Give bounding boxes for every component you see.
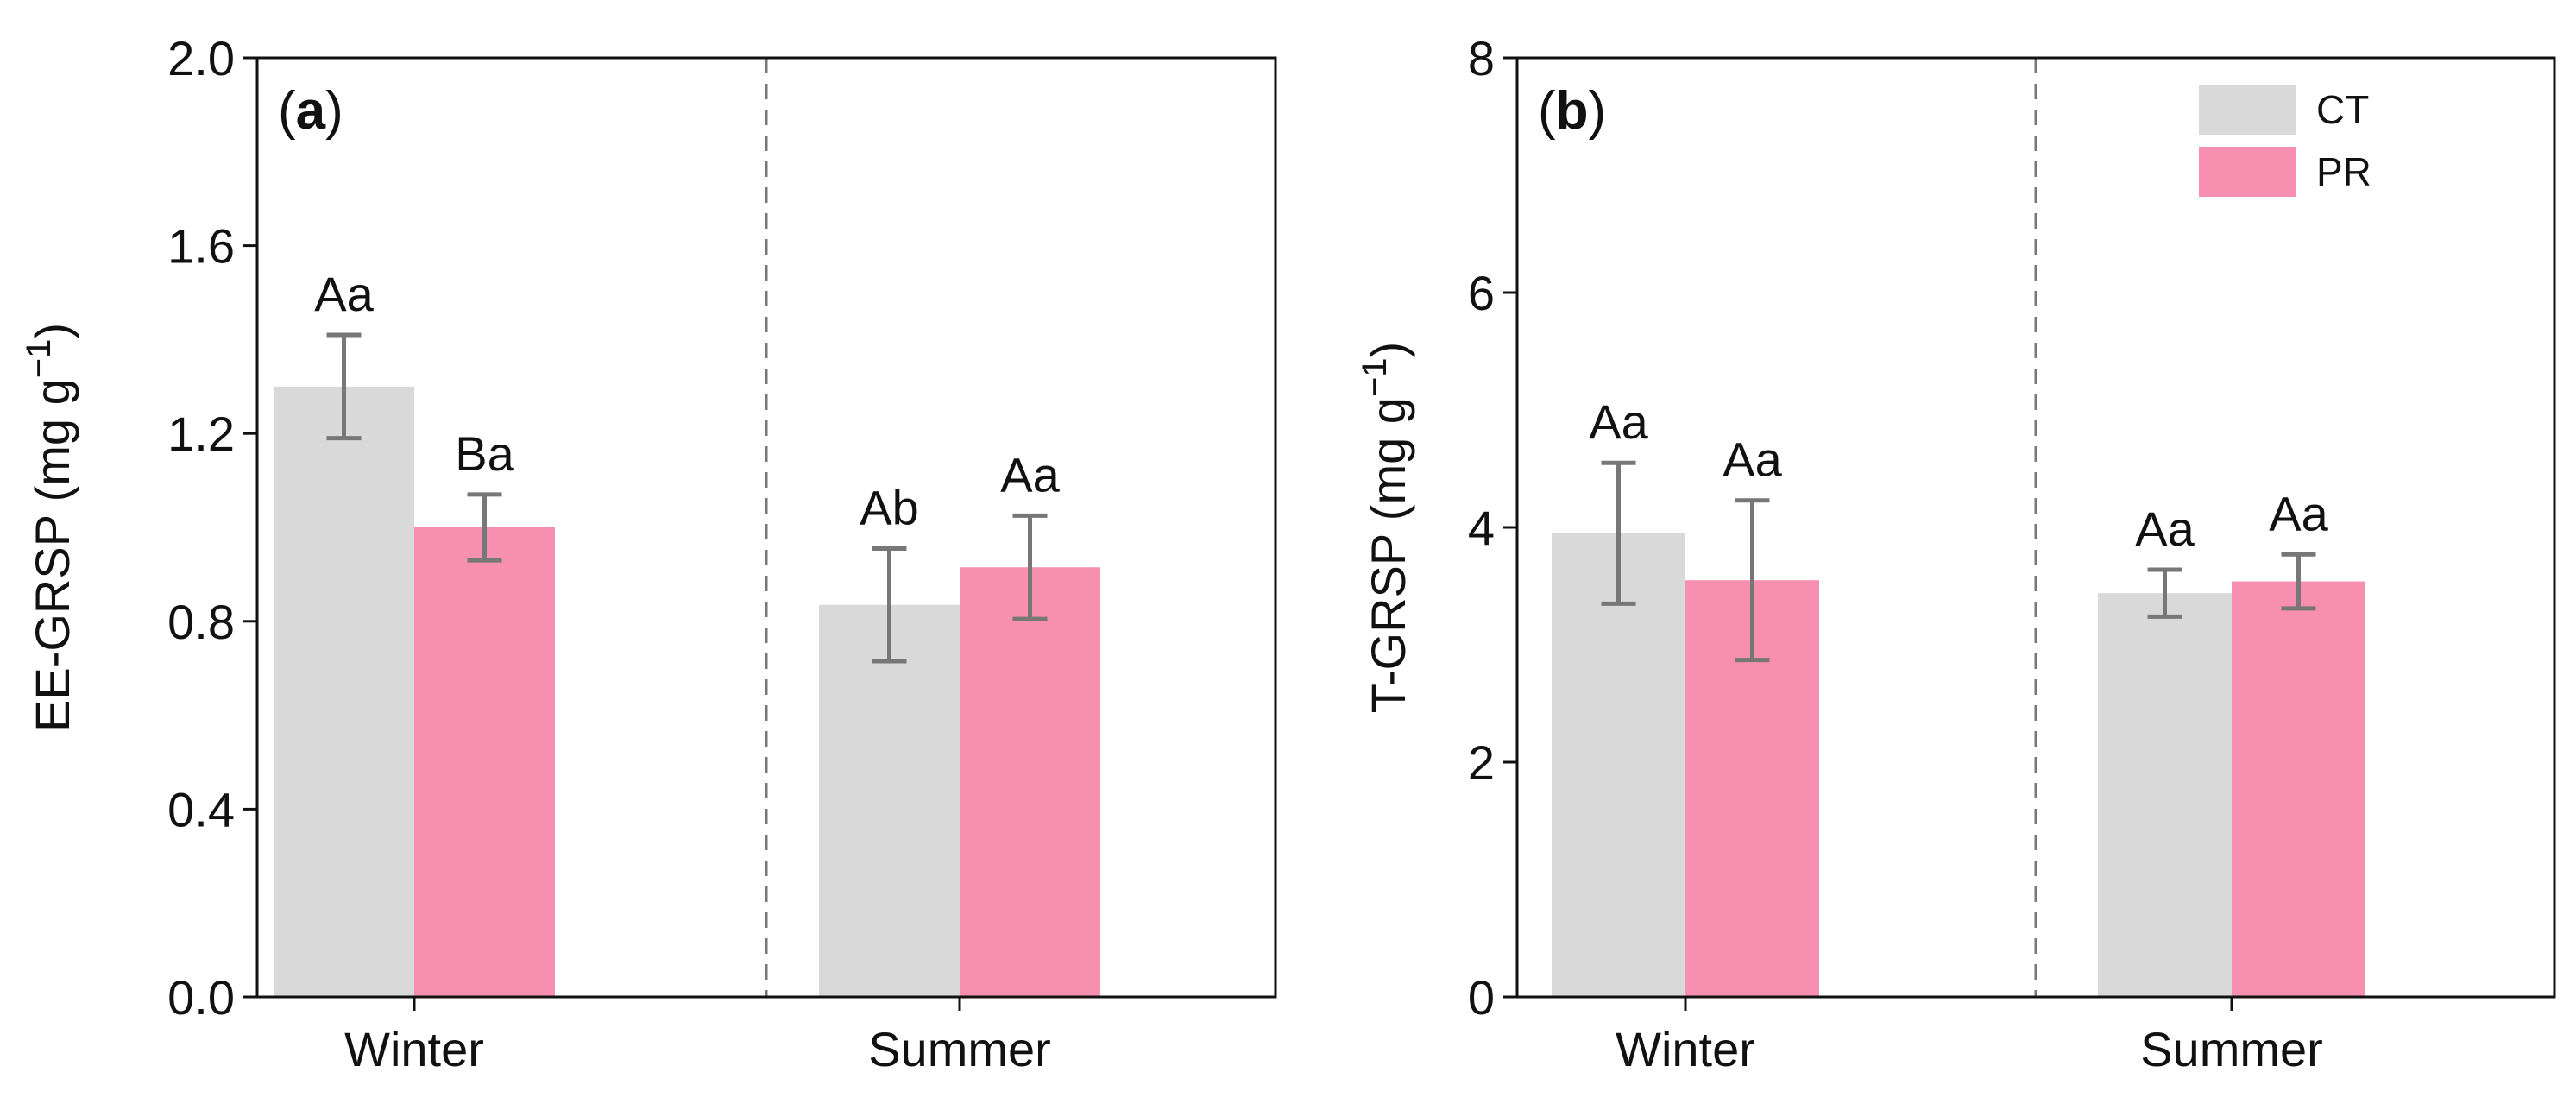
y-axis-label: T-GRSP (mg g−1) [1356, 342, 1415, 713]
y-tick-label: 0.4 [167, 782, 235, 836]
panel-label: (b) [1538, 81, 1606, 141]
legend: CT PR [2199, 85, 2371, 197]
significance-label: Aa [1589, 394, 1648, 449]
y-tick-label: 4 [1468, 501, 1495, 555]
bar-ct-summer [2098, 593, 2232, 997]
y-tick-label: 0.8 [167, 595, 235, 649]
x-tick-label-winter: Winter [1616, 1022, 1755, 1076]
y-tick-label: 8 [1468, 31, 1495, 85]
y-tick-label: 1.6 [167, 219, 235, 274]
significance-label: Aa [1723, 432, 1782, 487]
y-tick-label: 1.2 [167, 407, 235, 461]
significance-label: Ab [860, 480, 919, 534]
x-tick-label-summer: Summer [868, 1022, 1051, 1076]
x-tick-label-summer: Summer [2140, 1022, 2323, 1076]
y-tick-label: 6 [1468, 266, 1495, 320]
bar-ct-summer [819, 604, 960, 997]
y-tick-label: 2.0 [167, 31, 235, 85]
significance-label: Ba [455, 426, 514, 481]
significance-label: Aa [314, 267, 374, 321]
legend-label-pr: PR [2316, 149, 2371, 194]
bar-ct-winter [274, 386, 414, 997]
bar-pr-summer [2232, 581, 2365, 997]
chart-panel-a: Aa Ab Ba Aa 0.0 0.4 0.8 1.2 1.6 2.0 Winter Summer (a… [20, 31, 1277, 1076]
legend-label-ct: CT [2316, 87, 2369, 132]
significance-label: Aa [2135, 502, 2195, 556]
panel-label: (a) [278, 81, 343, 141]
significance-label: Aa [1000, 447, 1060, 502]
y-tick-label: 0 [1468, 970, 1495, 1025]
y-tick-label: 2 [1468, 735, 1495, 790]
chart-panel-b: Aa Aa Aa Aa 0 2 4 6 8 Winter Summer (b) T-GRSP (mg g… [1356, 31, 2556, 1076]
significance-label: Aa [2269, 486, 2328, 540]
legend-swatch-pr [2199, 147, 2296, 197]
bar-pr-summer [960, 567, 1100, 997]
plot-frame [255, 56, 1277, 999]
legend-swatch-ct [2199, 85, 2296, 135]
bar-ct-winter [1552, 533, 1685, 997]
y-axis-label: EE-GRSP (mg g−1) [20, 323, 79, 732]
bar-pr-winter [414, 527, 555, 997]
y-tick-label: 0.0 [167, 970, 235, 1025]
x-tick-label-winter: Winter [344, 1022, 484, 1076]
